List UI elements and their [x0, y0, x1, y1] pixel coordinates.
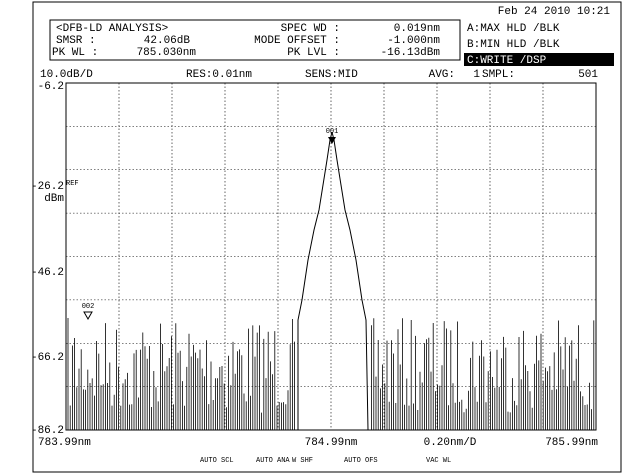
y-label: -66.2 — [31, 352, 64, 364]
softkey[interactable]: AUTO ANA — [256, 457, 290, 465]
x-label: 783.99nm — [38, 437, 91, 449]
label: PK WL : — [52, 47, 98, 59]
setting: AVG: — [429, 69, 455, 81]
marker-label: 002 — [82, 303, 95, 311]
grid — [66, 83, 596, 430]
y-label: -6.2 — [38, 81, 64, 93]
trace-c[interactable]: C:WRITE /DSP — [467, 55, 547, 67]
softkey[interactable]: W SHF — [292, 457, 313, 465]
analysis-box — [49, 19, 461, 61]
label: SPEC WD : — [281, 23, 340, 35]
label: MODE OFFSET : — [254, 35, 340, 47]
x-label: 0.20nm/D — [424, 437, 477, 449]
setting: 10.0dB/D — [40, 69, 93, 81]
marker-label: 001 — [326, 128, 339, 136]
value: 785.030nm — [137, 47, 197, 59]
date: Feb 24 2010 10:21 — [498, 6, 611, 18]
setting: 1 — [473, 69, 480, 81]
spectrum-peak — [297, 131, 369, 431]
trace-c-highlight — [464, 53, 614, 66]
softkey[interactable]: AUTO OFS — [344, 457, 378, 465]
value: 0.019nm — [394, 23, 441, 35]
trace-a[interactable]: A:MAX HLD /BLK — [467, 23, 560, 35]
setting: SENS:MID — [305, 69, 358, 81]
ref-label: REF — [66, 180, 79, 188]
label: SMSR : — [56, 35, 96, 47]
marker-icon — [328, 137, 336, 144]
noise-spikes — [67, 318, 595, 430]
label: PK LVL : — [287, 47, 340, 59]
setting: SMPL: — [482, 69, 515, 81]
value: -1.000nm — [387, 35, 440, 47]
trace-b[interactable]: B:MIN HLD /BLK — [467, 39, 560, 51]
noise-floor — [67, 318, 595, 430]
setting: RES:0.01nm — [186, 69, 252, 81]
x-label: 784.99nm — [305, 437, 358, 449]
x-label: 785.99nm — [545, 437, 598, 449]
softkey[interactable]: AUTO SCL — [200, 457, 234, 465]
value: -16.13dBm — [381, 47, 441, 59]
marker-icon — [83, 311, 93, 321]
value: 42.06dB — [144, 35, 191, 47]
softkey[interactable]: VAC WL — [426, 457, 451, 465]
y-label: -86.2 — [31, 425, 64, 437]
screen-frame — [32, 1, 622, 473]
y-label: -26.2 — [31, 181, 64, 193]
analysis-title: <DFB-LD ANALYSIS> — [56, 23, 168, 35]
y-unit: dBm — [44, 193, 64, 205]
setting: 501 — [578, 69, 598, 81]
y-label: -46.2 — [31, 267, 64, 279]
